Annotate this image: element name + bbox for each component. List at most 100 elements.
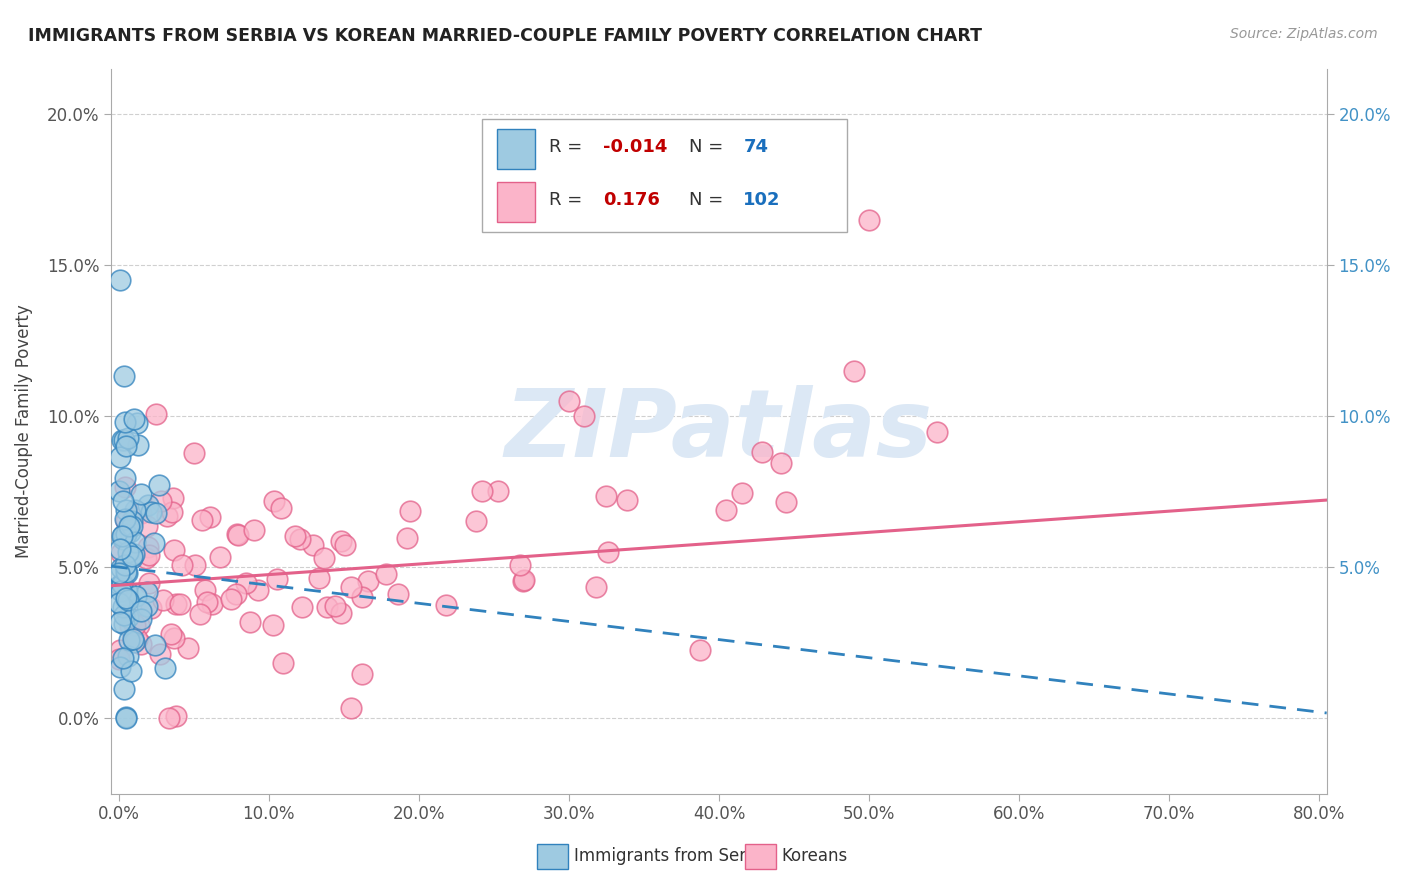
- Point: [769, 456, 792, 470]
- Point: [114, 480, 136, 494]
- Text: 102: 102: [744, 191, 780, 209]
- Point: [111, 576, 134, 591]
- Point: [122, 547, 145, 561]
- Point: [112, 599, 135, 614]
- Point: [678, 182, 700, 196]
- Point: [108, 615, 131, 629]
- Point: [135, 551, 157, 566]
- Point: [239, 615, 262, 630]
- Point: [775, 495, 797, 509]
- Point: [136, 519, 159, 533]
- Point: [350, 590, 373, 604]
- Point: [138, 548, 160, 562]
- Point: [110, 584, 132, 599]
- Point: [108, 273, 131, 287]
- Point: [112, 608, 135, 623]
- Point: [117, 610, 139, 624]
- Point: [157, 711, 180, 725]
- Point: [108, 484, 131, 499]
- Text: IMMIGRANTS FROM SERBIA VS KOREAN MARRIED-COUPLE FAMILY POVERTY CORRELATION CHART: IMMIGRANTS FROM SERBIA VS KOREAN MARRIED…: [28, 27, 983, 45]
- Point: [128, 618, 150, 632]
- Point: [209, 550, 232, 565]
- Text: R =: R =: [548, 191, 588, 209]
- Point: [350, 666, 373, 681]
- Point: [291, 599, 314, 614]
- Point: [121, 514, 143, 528]
- Text: N =: N =: [689, 191, 728, 209]
- Point: [166, 709, 188, 723]
- Point: [183, 445, 205, 459]
- Text: Koreans: Koreans: [782, 847, 848, 865]
- Point: [399, 504, 422, 518]
- Point: [512, 574, 534, 588]
- Point: [124, 534, 146, 549]
- Point: [471, 484, 494, 499]
- Point: [114, 433, 136, 447]
- Point: [486, 484, 509, 499]
- Point: [131, 612, 153, 626]
- Point: [110, 542, 132, 557]
- Point: [136, 498, 159, 512]
- Point: [114, 514, 136, 528]
- Point: [184, 558, 207, 573]
- Point: [464, 514, 486, 528]
- Point: [112, 494, 135, 508]
- Point: [111, 528, 134, 542]
- Point: [107, 596, 129, 610]
- Point: [117, 648, 139, 663]
- Point: [156, 509, 179, 524]
- Point: [108, 578, 131, 592]
- Point: [111, 434, 134, 448]
- Point: [160, 505, 183, 519]
- Point: [266, 572, 288, 586]
- Point: [115, 503, 138, 517]
- Point: [169, 597, 191, 611]
- Point: [163, 542, 186, 557]
- Point: [117, 544, 139, 558]
- Point: [122, 412, 145, 426]
- Point: [136, 599, 159, 613]
- Point: [198, 509, 221, 524]
- Point: [112, 651, 135, 665]
- Point: [329, 534, 352, 549]
- Point: [270, 501, 292, 516]
- Point: [751, 445, 773, 459]
- Point: [195, 595, 218, 609]
- Point: [115, 591, 138, 605]
- Point: [122, 635, 145, 649]
- Point: [136, 585, 159, 599]
- Point: [842, 364, 865, 378]
- Point: [616, 493, 638, 508]
- Point: [122, 617, 145, 632]
- Point: [148, 478, 170, 492]
- Point: [115, 565, 138, 579]
- Point: [170, 558, 193, 572]
- Text: R =: R =: [548, 138, 588, 156]
- Point: [138, 576, 160, 591]
- Point: [115, 585, 138, 599]
- Point: [110, 450, 132, 465]
- Point: [513, 573, 536, 587]
- Text: 74: 74: [744, 138, 768, 156]
- Point: [339, 701, 361, 715]
- Point: [108, 566, 131, 581]
- Point: [114, 592, 136, 607]
- Point: [121, 550, 143, 565]
- Point: [143, 638, 166, 652]
- Point: [114, 512, 136, 526]
- Point: [117, 431, 139, 445]
- Text: 0.176: 0.176: [603, 191, 661, 209]
- Point: [118, 518, 141, 533]
- Point: [226, 527, 249, 541]
- Point: [219, 592, 242, 607]
- Point: [121, 611, 143, 625]
- Point: [114, 558, 136, 573]
- Point: [111, 529, 134, 543]
- Point: [149, 648, 172, 662]
- Point: [112, 368, 135, 383]
- Point: [714, 502, 737, 516]
- Y-axis label: Married-Couple Family Poverty: Married-Couple Family Poverty: [15, 304, 32, 558]
- Point: [118, 524, 141, 539]
- Point: [122, 632, 145, 646]
- Point: [118, 633, 141, 648]
